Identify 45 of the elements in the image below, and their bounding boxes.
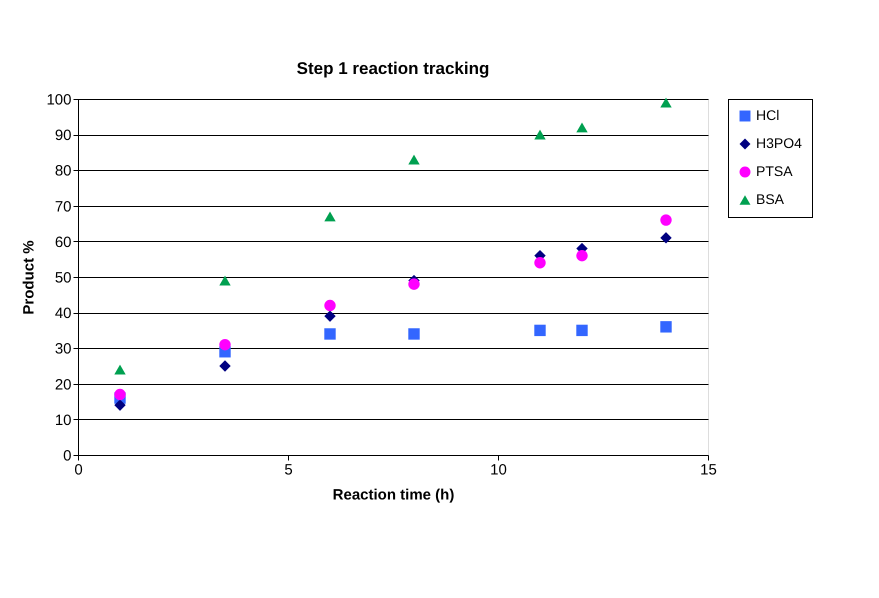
- legend-label: H3PO4: [756, 135, 802, 151]
- point: [576, 122, 588, 132]
- y-tick-label: 60: [54, 234, 72, 251]
- point: [534, 257, 546, 268]
- point: [408, 328, 420, 340]
- point: [660, 98, 672, 108]
- y-tick-label: 30: [54, 340, 72, 358]
- point: [114, 388, 126, 400]
- y-tick-label: 100: [46, 92, 72, 108]
- x-tick-label: 0: [74, 462, 83, 478]
- point: [324, 300, 336, 312]
- point: [324, 310, 336, 322]
- x-tick-label: 10: [490, 462, 507, 478]
- point: [114, 364, 126, 374]
- point: [408, 278, 420, 290]
- point: [660, 214, 672, 226]
- y-tick-label: 50: [54, 270, 72, 286]
- legend-label: HCl: [756, 107, 780, 123]
- point: [408, 154, 420, 164]
- point: [219, 276, 231, 286]
- point: [660, 321, 672, 333]
- y-tick-label: 90: [54, 127, 72, 144]
- point: [660, 232, 672, 244]
- point: [324, 328, 336, 340]
- y-tick-label: 40: [54, 305, 72, 322]
- point: [534, 130, 546, 140]
- point: [219, 338, 231, 350]
- x-tick-label: 15: [700, 462, 717, 478]
- y-axis-title: Product %: [20, 240, 38, 315]
- chart-title: Step 1 reaction tracking: [296, 59, 490, 78]
- y-tick-label: 20: [54, 376, 72, 394]
- legend-label: PTSA: [756, 163, 794, 179]
- y-tick-label: 70: [54, 198, 72, 216]
- point: [576, 324, 588, 336]
- point: [576, 250, 588, 262]
- point: [534, 324, 546, 336]
- legend-label: BSA: [756, 191, 785, 207]
- point: [114, 399, 126, 411]
- y-tick-label: 10: [54, 412, 72, 429]
- point: [219, 360, 231, 372]
- y-tick-label: 0: [63, 448, 72, 464]
- x-axis-title: Reaction time (h): [332, 486, 454, 504]
- y-tick-label: 80: [54, 162, 72, 180]
- point: [324, 212, 336, 222]
- x-tick-label: 5: [284, 462, 293, 478]
